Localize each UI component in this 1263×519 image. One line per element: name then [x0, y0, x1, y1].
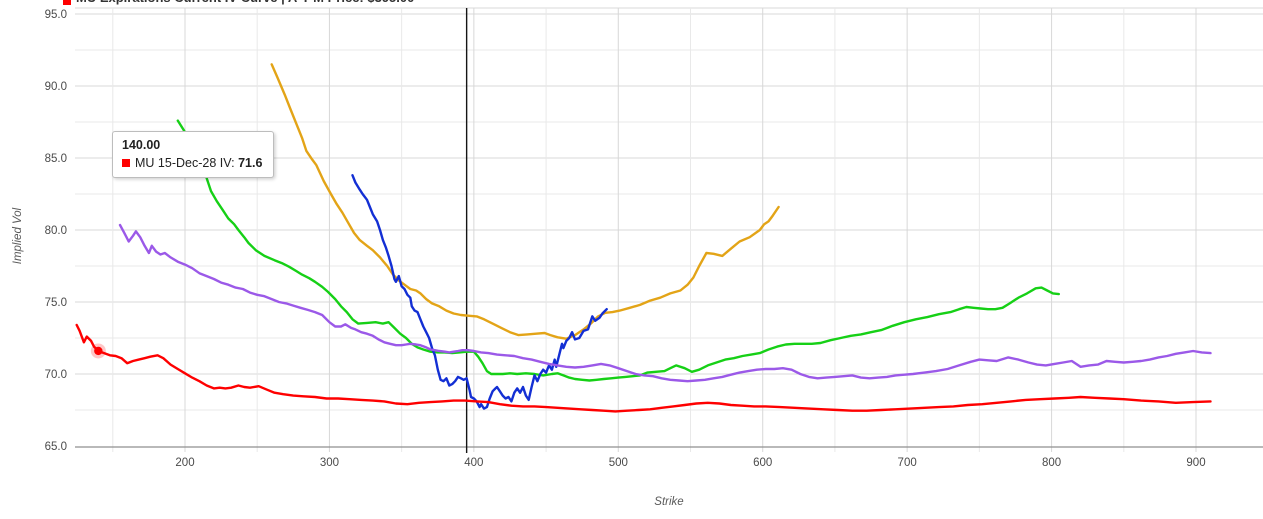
x-tick-label: 600: [753, 457, 772, 469]
tooltip-series-marker-icon: [122, 159, 130, 167]
x-tick-label: 500: [609, 457, 628, 469]
y-tick-label: 85.0: [45, 153, 67, 165]
tooltip-series-row: MU 15-Dec-28 IV: 71.6: [122, 156, 262, 170]
series-line-purple[interactable]: [118, 223, 1212, 383]
tooltip-strike: 140.00: [122, 138, 161, 152]
y-tick-label: 80.0: [45, 225, 67, 237]
title-series-marker-icon: [63, 0, 71, 5]
x-tick-label: 900: [1186, 457, 1205, 469]
x-axis-title: Strike: [654, 496, 684, 508]
hover-point-marker[interactable]: [94, 346, 103, 356]
x-tick-label: 400: [464, 457, 483, 469]
chart-title: MU Expirations Current IV Curve | A-T-M …: [76, 0, 414, 5]
x-tick-label: 700: [898, 457, 917, 469]
series-line-gold[interactable]: [270, 63, 780, 340]
tooltip-series-label: MU 15-Dec-28 IV:: [135, 156, 235, 170]
y-tick-label: 90.0: [45, 81, 67, 93]
chart-tooltip: 140.00 MU 15-Dec-28 IV: 71.6: [112, 131, 275, 178]
x-tick-label: 200: [175, 457, 194, 469]
y-tick-label: 95.0: [45, 9, 67, 21]
y-tick-label: 65.0: [45, 441, 67, 453]
y-axis-title-text: Implied Vol: [12, 207, 24, 265]
x-tick-label: 800: [1042, 457, 1061, 469]
x-tick-label: 300: [320, 457, 339, 469]
series-line-blue[interactable]: [351, 174, 608, 410]
y-tick-label: 70.0: [45, 369, 67, 381]
y-tick-label: 75.0: [45, 297, 67, 309]
tooltip-iv-value: 71.6: [238, 156, 263, 170]
series-line-green[interactable]: [176, 119, 1061, 382]
series-line-red[interactable]: [75, 323, 1212, 413]
